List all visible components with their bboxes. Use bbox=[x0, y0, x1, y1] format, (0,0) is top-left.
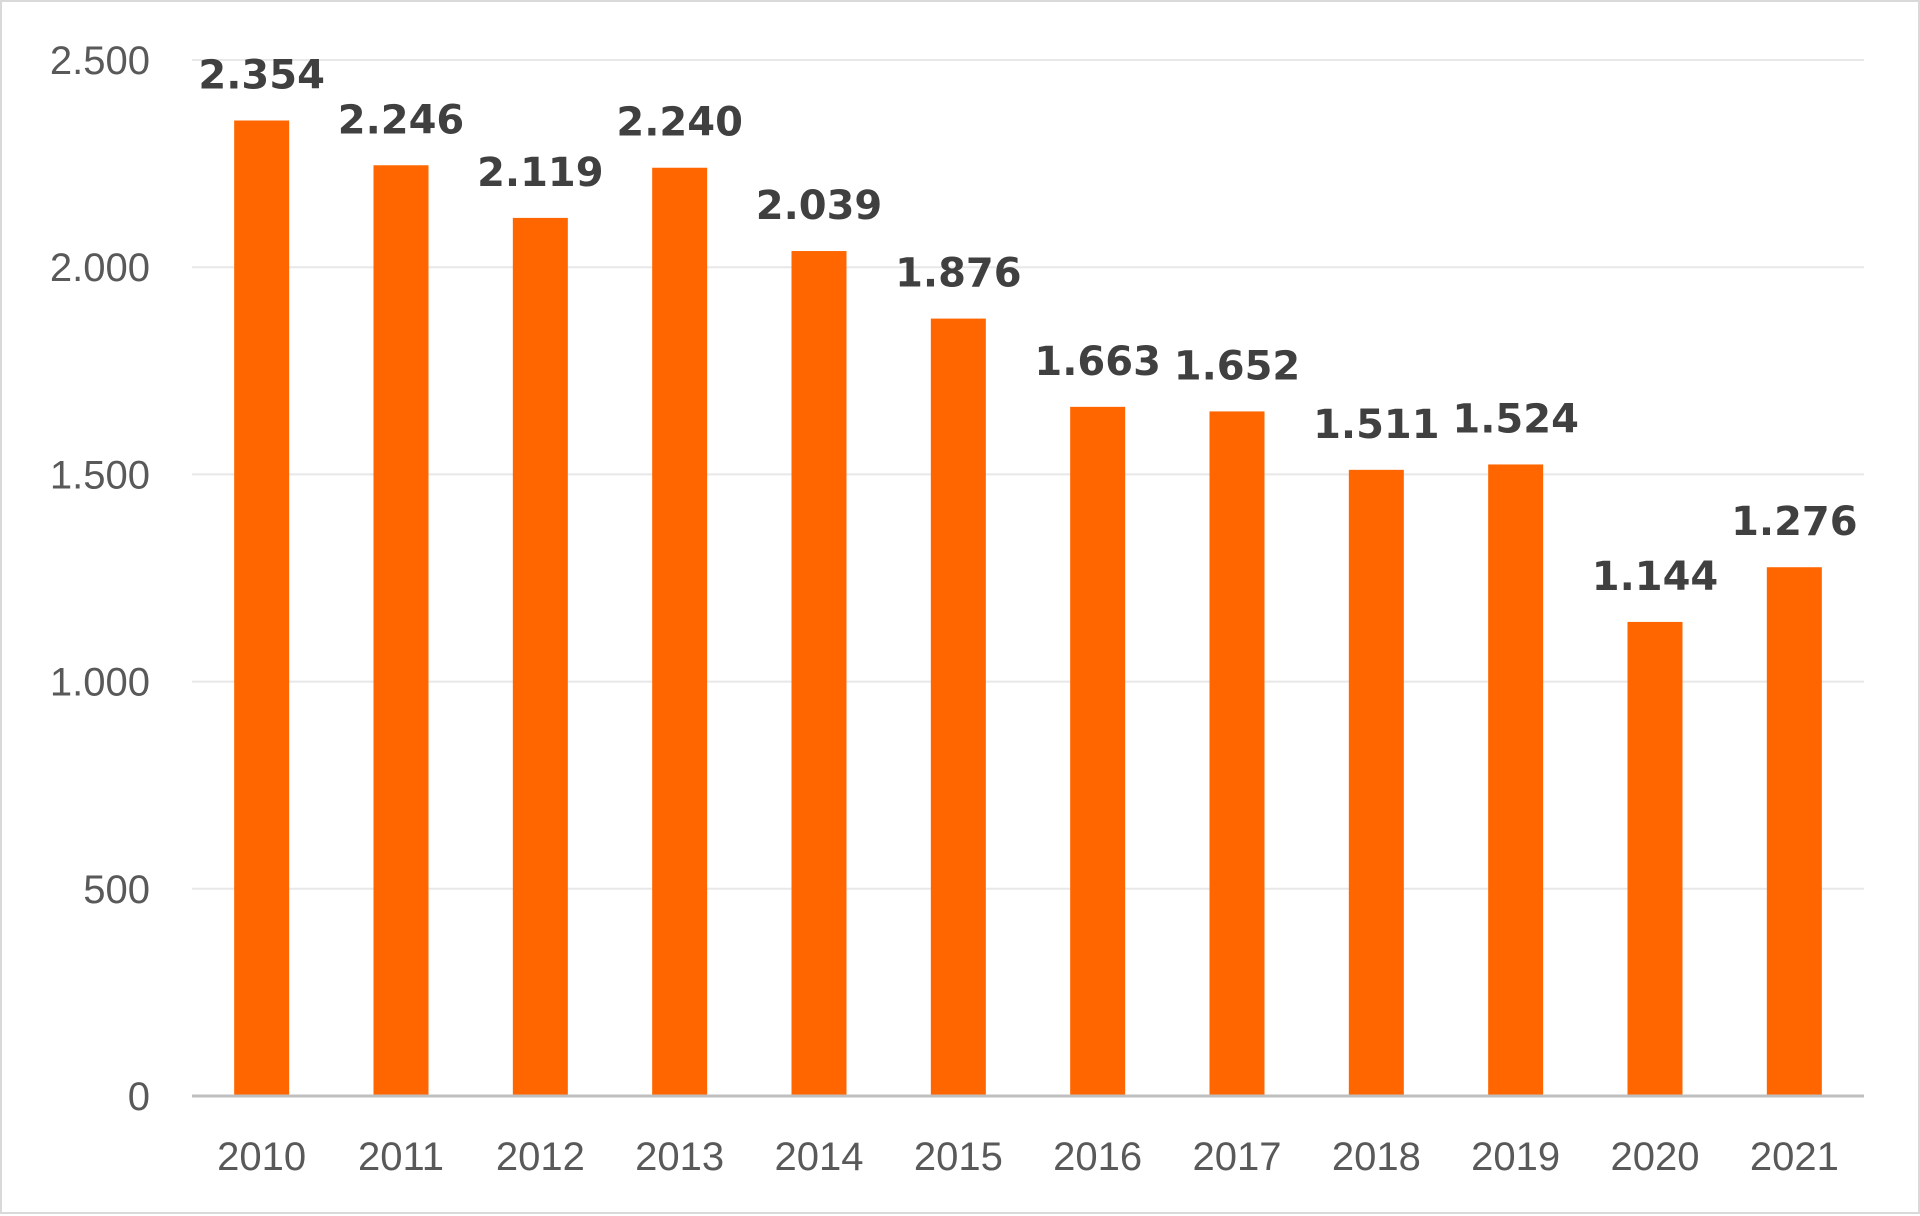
x-axis-tick-labels: 2010 2011 2012 2013 2014 2015 2016 2017 2018 2019… bbox=[217, 1135, 1839, 1179]
bar bbox=[652, 167, 708, 1096]
bar bbox=[1348, 469, 1404, 1096]
bar bbox=[512, 217, 568, 1096]
x-tick-label: 2012 bbox=[496, 1135, 585, 1179]
data-label: 2.354 bbox=[198, 53, 325, 99]
y-tick-label: 0 bbox=[128, 1075, 150, 1119]
data-label: 2.240 bbox=[616, 100, 743, 146]
y-tick-label: 2.000 bbox=[50, 246, 150, 290]
gridlines bbox=[192, 59, 1864, 890]
x-tick-label: 2019 bbox=[1471, 1135, 1560, 1179]
x-tick-label: 2021 bbox=[1750, 1135, 1839, 1179]
x-tick-label: 2020 bbox=[1611, 1135, 1700, 1179]
bar bbox=[1209, 411, 1265, 1096]
y-tick-label: 1.000 bbox=[50, 661, 150, 705]
y-tick-label: 1.500 bbox=[50, 453, 150, 497]
bar bbox=[1766, 567, 1822, 1096]
data-label: 1.276 bbox=[1731, 499, 1858, 545]
data-labels: 2.354 2.246 2.119 2.240 2.039 1.876 1.663 1.652… bbox=[198, 53, 1857, 600]
data-label: 1.663 bbox=[1034, 339, 1161, 385]
data-label: 1.876 bbox=[895, 251, 1022, 297]
bar bbox=[373, 165, 429, 1097]
bar bbox=[791, 251, 847, 1097]
x-tick-label: 2017 bbox=[1193, 1135, 1282, 1179]
bar bbox=[1488, 464, 1544, 1096]
y-tick-label: 2.500 bbox=[50, 39, 150, 83]
bar bbox=[234, 120, 290, 1097]
x-tick-label: 2011 bbox=[358, 1135, 444, 1179]
x-tick-label: 2018 bbox=[1332, 1135, 1421, 1179]
data-label: 1.524 bbox=[1452, 396, 1579, 442]
y-axis-tick-labels: 0 500 1.000 1.500 2.000 2.500 bbox=[50, 39, 150, 1119]
x-tick-label: 2013 bbox=[635, 1135, 724, 1179]
x-tick-label: 2010 bbox=[217, 1135, 306, 1179]
data-label: 2.039 bbox=[756, 183, 883, 229]
data-label: 2.246 bbox=[338, 97, 465, 143]
data-label: 1.144 bbox=[1592, 554, 1719, 600]
x-tick-label: 2015 bbox=[914, 1135, 1003, 1179]
bar bbox=[1070, 406, 1126, 1097]
bar bbox=[1627, 621, 1683, 1096]
data-label: 1.652 bbox=[1174, 343, 1301, 389]
x-tick-label: 2016 bbox=[1053, 1135, 1142, 1179]
y-tick-label: 500 bbox=[83, 868, 150, 912]
data-label: 2.119 bbox=[477, 150, 604, 196]
x-tick-label: 2014 bbox=[775, 1135, 864, 1179]
bars bbox=[234, 120, 1822, 1097]
bar bbox=[930, 318, 986, 1097]
data-label: 1.511 bbox=[1313, 402, 1440, 448]
